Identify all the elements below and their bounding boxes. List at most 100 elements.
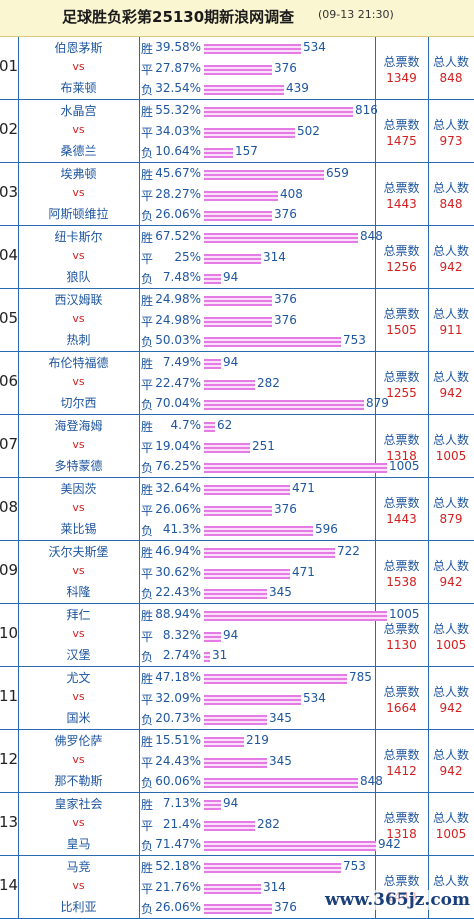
away-team[interactable]: 切尔西 (60, 396, 97, 410)
total-votes-cell: 总票数 1664 (375, 667, 429, 729)
teams-cell: 埃弗顿 vs 阿斯顿维拉 (18, 163, 140, 225)
away-team[interactable]: 多特蒙德 (54, 459, 103, 473)
draw-label: 平 (141, 504, 154, 518)
total-people-value: 848 (439, 197, 463, 211)
match-row: 04 纽卡斯尔 vs 狼队 胜 67.52% 848 平 25% 314 (0, 226, 474, 289)
total-votes-cell: 总票数 1318 (375, 793, 429, 855)
lose-percent: 26.06% (155, 900, 201, 914)
win-percent: 32.64% (155, 481, 201, 495)
lose-line: 负 22.43% 345 (141, 583, 373, 603)
draw-percent: 34.03% (155, 124, 201, 138)
draw-count: 534 (303, 691, 326, 705)
match-number: 09 (0, 561, 19, 579)
win-bar (204, 233, 358, 243)
match-number: 06 (0, 372, 19, 390)
total-votes-label: 总票数 (383, 685, 420, 699)
percent-cell: 胜 88.94% 1005 平 8.32% 94 负 2.74% 31 (139, 604, 420, 666)
away-team[interactable]: 狼队 (66, 270, 91, 284)
lose-bar (204, 778, 358, 788)
vs-label: vs (72, 564, 85, 577)
lose-label: 负 (141, 461, 154, 475)
home-team[interactable]: 沃尔夫斯堡 (48, 545, 109, 559)
percent-cell: 胜 7.49% 94 平 22.47% 282 负 70.04% 879 (139, 352, 389, 414)
draw-percent: 24.98% (155, 313, 201, 327)
watermark-logo: www.365jz.com (325, 890, 470, 910)
home-team[interactable]: 布伦特福德 (48, 356, 109, 370)
away-team[interactable]: 国米 (66, 711, 91, 725)
match-row: 11 尤文 vs 国米 胜 47.18% 785 平 32.09% 534 (0, 667, 474, 730)
home-team[interactable]: 佛罗伦萨 (54, 734, 103, 748)
draw-count: 502 (297, 124, 320, 138)
away-team[interactable]: 比利亚 (60, 900, 97, 914)
teams-cell: 西汉姆联 vs 热刺 (18, 289, 140, 351)
match-number: 01 (0, 57, 19, 75)
lose-label: 负 (141, 83, 154, 97)
win-percent: 46.94% (155, 544, 201, 558)
home-team[interactable]: 伯恩茅斯 (54, 41, 103, 55)
draw-label: 平 (141, 819, 154, 833)
total-people-value: 942 (439, 386, 463, 400)
lose-count: 376 (274, 207, 297, 221)
home-team[interactable]: 拜仁 (66, 608, 91, 622)
away-team[interactable]: 阿斯顿维拉 (48, 207, 109, 221)
lose-bar (204, 85, 284, 95)
away-team[interactable]: 汉堡 (66, 648, 91, 662)
total-votes-label: 总票数 (383, 370, 420, 384)
away-team[interactable]: 莱比锡 (60, 522, 97, 536)
win-line: 胜 15.51% 219 (141, 731, 373, 751)
home-team[interactable]: 美因茨 (60, 482, 97, 496)
away-team[interactable]: 皇马 (66, 837, 91, 851)
win-label: 胜 (141, 546, 154, 560)
teams-cell: 佛罗伦萨 vs 那不勒斯 (18, 730, 140, 792)
home-team[interactable]: 马竞 (66, 860, 91, 874)
teams-cell: 沃尔夫斯堡 vs 科隆 (18, 541, 140, 603)
draw-bar (204, 506, 272, 516)
home-team[interactable]: 海登海姆 (54, 419, 103, 433)
draw-percent: 30.62% (155, 565, 201, 579)
total-people-cell: 总人数 973 (428, 100, 474, 162)
match-row: 13 皇家社会 vs 皇马 胜 7.13% 94 平 21.4% 282 (0, 793, 474, 856)
total-people-value: 1005 (435, 638, 467, 652)
percent-cell: 胜 4.7% 62 平 19.04% 251 负 76.25% 1005 (139, 415, 420, 477)
draw-percent: 28.27% (155, 187, 201, 201)
away-team[interactable]: 桑德兰 (60, 144, 97, 158)
away-team[interactable]: 科隆 (66, 585, 91, 599)
lose-bar (204, 652, 210, 662)
win-line: 胜 32.64% 471 (141, 479, 373, 499)
lose-bar (204, 904, 272, 914)
lose-bar (204, 589, 267, 599)
home-team[interactable]: 水晶宫 (60, 104, 97, 118)
home-team[interactable]: 尤文 (66, 671, 91, 685)
lose-percent: 76.25% (155, 459, 201, 473)
vs-label: vs (72, 186, 85, 199)
away-team[interactable]: 热刺 (66, 333, 91, 347)
total-votes-cell: 总票数 1412 (375, 730, 429, 792)
draw-label: 平 (141, 378, 154, 392)
lose-count: 596 (315, 522, 338, 536)
home-team[interactable]: 纽卡斯尔 (54, 230, 103, 244)
draw-line: 平 24.98% 376 (141, 311, 373, 331)
home-team[interactable]: 皇家社会 (54, 797, 103, 811)
percent-cell: 胜 7.13% 94 平 21.4% 282 负 71.47% 942 (139, 793, 401, 855)
draw-bar (204, 821, 255, 831)
total-people-label: 总人数 (432, 559, 469, 573)
match-number: 05 (0, 309, 19, 327)
draw-line: 平 27.87% 376 (141, 59, 373, 79)
win-bar (204, 674, 347, 684)
lose-line: 负 10.64% 157 (141, 142, 373, 162)
win-percent: 15.51% (155, 733, 201, 747)
match-number: 13 (0, 813, 19, 831)
home-team[interactable]: 埃弗顿 (60, 167, 97, 181)
total-votes-value: 1538 (386, 575, 417, 589)
page-title: 足球胜负彩第25130期新浪网调查 (62, 8, 295, 26)
win-label: 胜 (141, 231, 154, 245)
away-team[interactable]: 那不勒斯 (54, 774, 103, 788)
total-people-value: 1005 (435, 449, 467, 463)
match-number-cell: 14 (0, 856, 19, 918)
match-number-cell: 01 (0, 37, 19, 99)
draw-bar (204, 128, 295, 138)
away-team[interactable]: 布莱顿 (60, 81, 97, 95)
total-votes-label: 总票数 (383, 433, 420, 447)
home-team[interactable]: 西汉姆联 (54, 293, 103, 307)
win-count: 785 (349, 670, 372, 684)
